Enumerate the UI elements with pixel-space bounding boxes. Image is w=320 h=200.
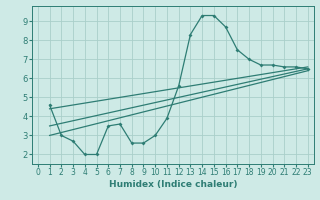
X-axis label: Humidex (Indice chaleur): Humidex (Indice chaleur): [108, 180, 237, 189]
